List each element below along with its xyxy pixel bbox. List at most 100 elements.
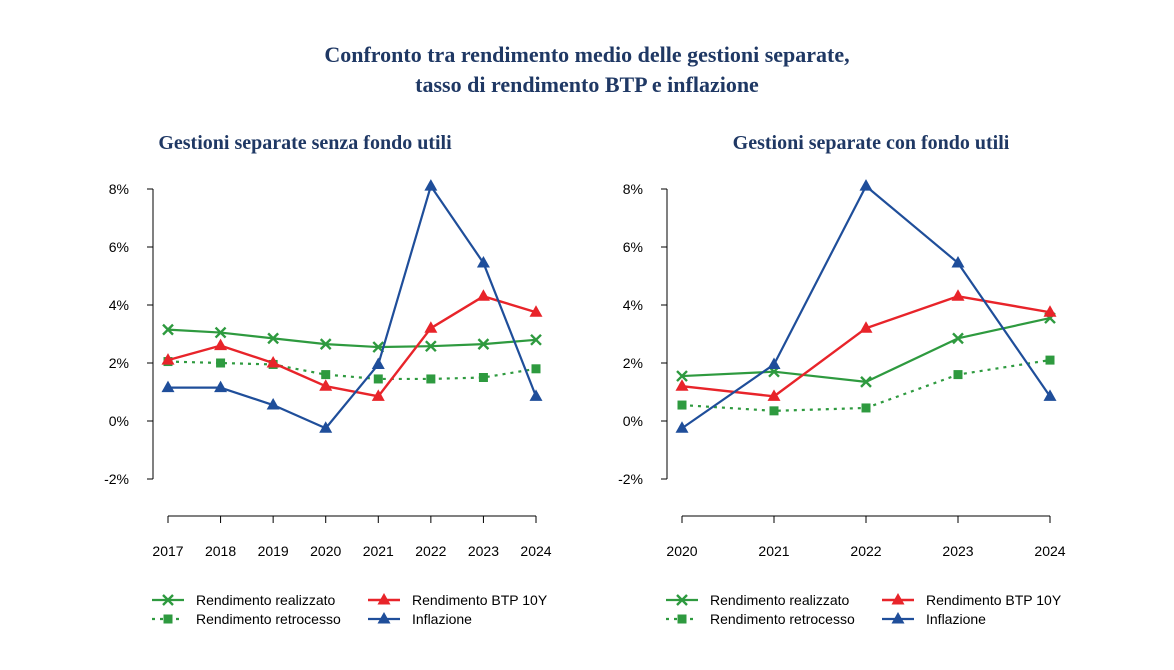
data-point [267, 332, 279, 345]
chart-2-legend: Rendimento realizzato Rendimento retroces… [666, 592, 1062, 627]
y-tick-label: 0% [623, 413, 643, 429]
data-point [677, 400, 687, 410]
series-rendimento-retrocesso [677, 355, 1055, 416]
x-tick-label: 2020 [310, 543, 341, 559]
legend-item-rendimento-retrocesso: Rendimento retrocesso [666, 611, 855, 627]
chart-2-title: Gestioni separate con fondo utili [733, 132, 1010, 154]
y-tick-label: -2% [104, 471, 129, 487]
data-point [529, 389, 543, 401]
series-line-rendimento-retrocesso [681, 359, 1051, 412]
data-point [859, 321, 873, 333]
y-tick-label: 0% [109, 413, 129, 429]
legend-label: Rendimento BTP 10Y [926, 592, 1062, 608]
legend-label: Rendimento realizzato [196, 592, 336, 608]
x-tick-label: 2024 [520, 543, 551, 559]
x-tick-label: 2022 [850, 543, 881, 559]
legend-label: Inflazione [926, 611, 986, 627]
legend-item-inflazione: Inflazione [368, 611, 472, 627]
data-point [529, 305, 543, 317]
data-point [371, 389, 385, 401]
data-point [1045, 355, 1055, 365]
x-tick-label: 2022 [415, 543, 446, 559]
data-point [675, 421, 689, 433]
data-point [860, 376, 872, 388]
data-point [266, 398, 280, 410]
y-tick-label: 6% [623, 239, 643, 255]
series-line-rendimento-retrocesso [167, 360, 537, 381]
main-title-line-2: tasso di rendimento BTP e inflazione [415, 72, 759, 97]
chart-1-legend: Rendimento realizzato Rendimento retroces… [152, 592, 548, 627]
main-title: Confronto tra rendimento medio delle ges… [0, 40, 1174, 100]
chart-1-title: Gestioni separate senza fondo utili [158, 132, 452, 154]
data-point [1043, 305, 1057, 317]
series-rendimento-btp-10y [675, 289, 1057, 401]
x-tick-label: 2017 [152, 543, 183, 559]
data-point [953, 370, 963, 380]
x-tick-label: 2021 [363, 543, 394, 559]
data-point [162, 323, 174, 336]
series-rendimento-btp-10y [161, 289, 543, 401]
data-point [769, 406, 779, 416]
data-point [373, 374, 383, 384]
legend-swatch-marker [162, 594, 174, 606]
data-point [216, 358, 226, 368]
series-line-rendimento-btp-10y [167, 295, 537, 398]
series-inflazione [675, 179, 1057, 433]
chart-1: Gestioni separate senza fondo utili -2% 0%… [104, 132, 552, 627]
legend-item-rendimento-realizzato: Rendimento realizzato [666, 592, 850, 608]
legend-swatch-marker [891, 593, 905, 605]
data-point [531, 364, 541, 374]
data-point [161, 380, 175, 393]
data-point [425, 340, 437, 353]
data-point [319, 421, 333, 433]
x-tick-label: 2021 [758, 543, 789, 559]
legend-label: Rendimento realizzato [710, 592, 850, 608]
data-point [476, 255, 490, 268]
y-tick-label: 8% [109, 181, 129, 197]
legend-swatch-marker [377, 593, 391, 605]
series-line-rendimento-realizzato [167, 328, 537, 349]
data-point [319, 338, 332, 350]
series-rendimento-realizzato [162, 323, 542, 353]
data-point [214, 326, 227, 339]
data-point [478, 373, 488, 382]
data-point [767, 357, 781, 369]
data-point [861, 403, 871, 413]
data-point [859, 179, 873, 191]
x-tick-label: 2018 [205, 543, 236, 559]
chart-2: Gestioni separate con fondo utili -2% 0% 2%… [618, 132, 1066, 627]
data-point [530, 333, 542, 346]
data-point [477, 338, 490, 350]
series-rendimento-realizzato [676, 312, 1056, 388]
data-point [319, 379, 333, 391]
data-point [952, 332, 964, 345]
data-point [161, 353, 175, 365]
y-tick-label: 4% [623, 297, 643, 313]
data-point [266, 356, 280, 368]
data-point [214, 338, 228, 351]
data-point [426, 374, 436, 384]
data-point [676, 370, 688, 382]
legend-swatch-marker [377, 612, 391, 624]
legend-label: Rendimento retrocesso [196, 611, 341, 627]
legend-item-rendimento-retrocesso: Rendimento retrocesso [152, 611, 341, 627]
legend-item-rendimento-btp-10y: Rendimento BTP 10Y [368, 592, 548, 608]
x-tick-label: 2019 [258, 543, 289, 559]
x-tick-label: 2020 [666, 543, 697, 559]
main-title-line-1: Confronto tra rendimento medio delle ges… [324, 42, 850, 67]
data-point [424, 179, 438, 191]
data-point [424, 321, 438, 333]
legend-item-rendimento-btp-10y: Rendimento BTP 10Y [882, 592, 1062, 608]
data-point [1043, 389, 1057, 401]
legend-item-inflazione: Inflazione [882, 611, 986, 627]
y-tick-label: -2% [618, 471, 643, 487]
legend-label: Rendimento retrocesso [710, 611, 855, 627]
legend-swatch-marker [677, 614, 687, 624]
series-line-inflazione [168, 185, 538, 430]
data-point [321, 370, 331, 380]
legend-label: Inflazione [412, 611, 472, 627]
data-point [951, 255, 965, 268]
data-point [951, 289, 965, 301]
data-point [371, 357, 385, 369]
